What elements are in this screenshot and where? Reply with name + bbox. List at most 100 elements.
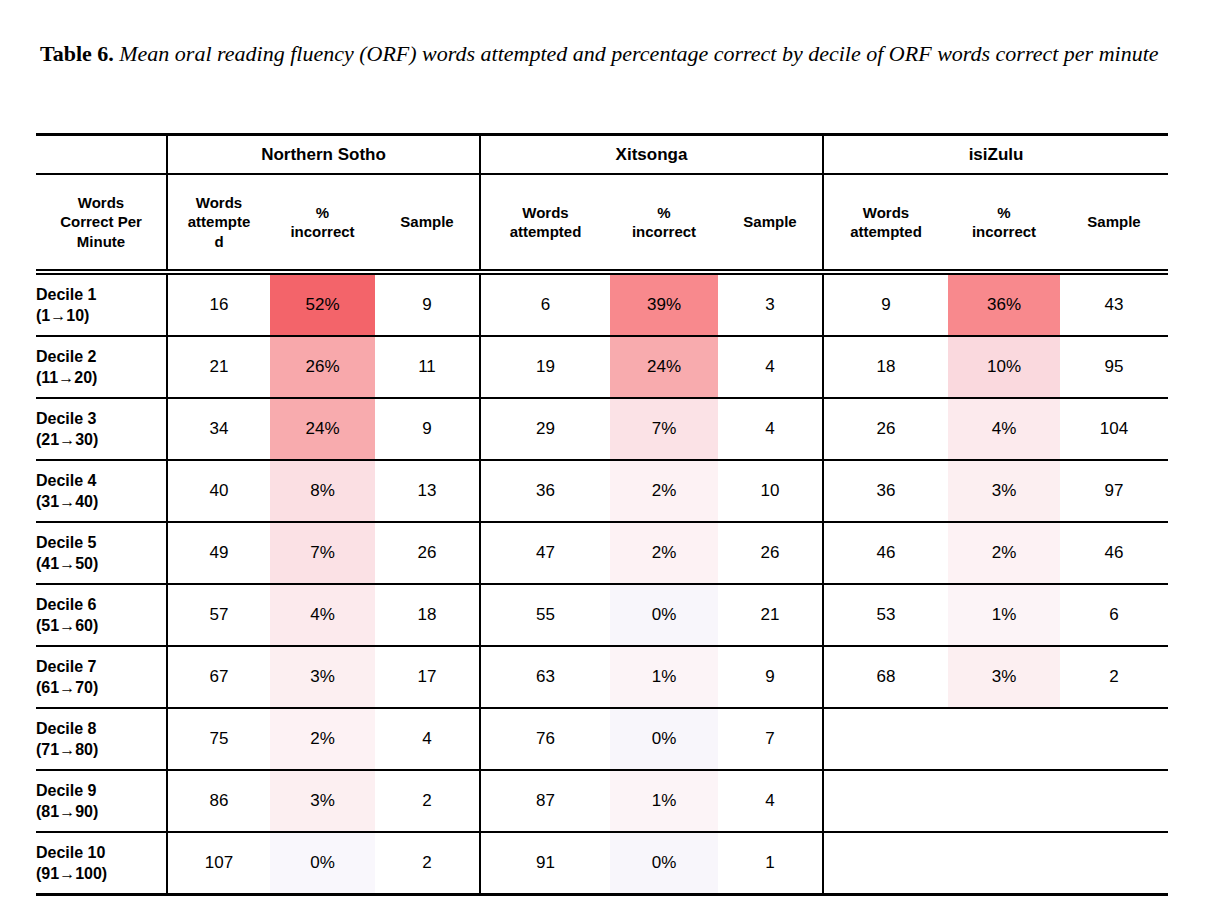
corner-empty-cell	[36, 135, 167, 175]
zu-words-cell: 53	[823, 584, 948, 646]
ns-words-cell: 107	[167, 832, 270, 895]
orf-decile-table: Northern Sotho Xitsonga isiZulu Words Co…	[36, 133, 1168, 896]
zu-words-cell: 36	[823, 460, 948, 522]
xi-pct-cell: 0%	[610, 708, 718, 770]
zu-sample-cell: 46	[1060, 522, 1168, 584]
row-header: Decile 4 (31→40)	[36, 460, 167, 522]
ns-pct-cell: 24%	[270, 398, 375, 460]
row-header: Decile 6 (51→60)	[36, 584, 167, 646]
decile-label: Decile 4	[36, 470, 166, 491]
decile-label: Decile 6	[36, 594, 166, 615]
xi-pct-cell: 24%	[610, 336, 718, 398]
decile-label: Decile 3	[36, 408, 166, 429]
xi-words-header: Words attempted	[480, 174, 610, 272]
xi-sample-cell: 1	[718, 832, 823, 895]
group-header-isizulu: isiZulu	[823, 135, 1168, 175]
row-header: Decile 9 (81→90)	[36, 770, 167, 832]
zu-pct-cell: 3%	[948, 460, 1060, 522]
table-caption-text: Mean oral reading fluency (ORF) words at…	[114, 41, 1159, 66]
zu-pct-cell: 1%	[948, 584, 1060, 646]
group-header-northern-sotho: Northern Sotho	[167, 135, 480, 175]
ns-pct-cell: 2%	[270, 708, 375, 770]
xi-words-cell: 63	[480, 646, 610, 708]
ns-pct-header: % incorrect	[270, 174, 375, 272]
xi-pct-cell: 0%	[610, 832, 718, 895]
xi-words-cell: 6	[480, 272, 610, 336]
ns-pct-cell: 4%	[270, 584, 375, 646]
decile-range: (61→70)	[36, 677, 166, 698]
zu-sample-cell	[1060, 708, 1168, 770]
zu-words-header: Words attempted	[823, 174, 948, 272]
table-row: Decile 1 (1→10) 16 52% 9 6 39% 3 9 36% 4…	[36, 272, 1168, 336]
zu-sample-cell: 6	[1060, 584, 1168, 646]
row-header: Decile 2 (11→20)	[36, 336, 167, 398]
xi-sample-header: Sample	[718, 174, 823, 272]
column-header-row: Words Correct Per Minute Words attempte …	[36, 174, 1168, 272]
decile-label: Decile 9	[36, 780, 166, 801]
table-row: Decile 7 (61→70) 67 3% 17 63 1% 9 68 3% …	[36, 646, 1168, 708]
xi-sample-cell: 9	[718, 646, 823, 708]
decile-range: (81→90)	[36, 801, 166, 822]
xi-sample-cell: 3	[718, 272, 823, 336]
xi-pct-cell: 1%	[610, 646, 718, 708]
ns-words-cell: 57	[167, 584, 270, 646]
zu-pct-cell: 4%	[948, 398, 1060, 460]
xi-words-cell: 91	[480, 832, 610, 895]
ns-pct-cell: 7%	[270, 522, 375, 584]
table-row: Decile 2 (11→20) 21 26% 11 19 24% 4 18 1…	[36, 336, 1168, 398]
ns-sample-cell: 11	[375, 336, 480, 398]
ns-sample-cell: 9	[375, 272, 480, 336]
ns-pct-cell: 26%	[270, 336, 375, 398]
ns-words-cell: 34	[167, 398, 270, 460]
decile-label: Decile 1	[36, 284, 166, 305]
ns-words-cell: 16	[167, 272, 270, 336]
decile-label: Decile 2	[36, 346, 166, 367]
xi-pct-header: % incorrect	[610, 174, 718, 272]
xi-pct-cell: 2%	[610, 460, 718, 522]
zu-sample-cell: 2	[1060, 646, 1168, 708]
row-header: Decile 5 (41→50)	[36, 522, 167, 584]
ns-sample-cell: 13	[375, 460, 480, 522]
xi-pct-cell: 7%	[610, 398, 718, 460]
zu-sample-header: Sample	[1060, 174, 1168, 272]
zu-sample-cell	[1060, 770, 1168, 832]
ns-words-cell: 40	[167, 460, 270, 522]
ns-words-cell: 67	[167, 646, 270, 708]
zu-pct-cell: 2%	[948, 522, 1060, 584]
xi-words-cell: 47	[480, 522, 610, 584]
decile-range: (1→10)	[36, 305, 166, 326]
table-row: Decile 10 (91→100) 107 0% 2 91 0% 1	[36, 832, 1168, 895]
zu-words-cell	[823, 770, 948, 832]
ns-sample-cell: 26	[375, 522, 480, 584]
ns-sample-cell: 9	[375, 398, 480, 460]
xi-pct-cell: 0%	[610, 584, 718, 646]
document-page: Table 6. Mean oral reading fluency (ORF)…	[0, 0, 1218, 904]
decile-label: Decile 7	[36, 656, 166, 677]
row-header: Decile 10 (91→100)	[36, 832, 167, 895]
ns-pct-cell: 8%	[270, 460, 375, 522]
ns-sample-cell: 2	[375, 770, 480, 832]
ns-pct-cell: 0%	[270, 832, 375, 895]
row-header: Decile 8 (71→80)	[36, 708, 167, 770]
ns-sample-cell: 2	[375, 832, 480, 895]
xi-pct-cell: 39%	[610, 272, 718, 336]
zu-pct-cell	[948, 832, 1060, 895]
zu-pct-header: % incorrect	[948, 174, 1060, 272]
language-header-row: Northern Sotho Xitsonga isiZulu	[36, 135, 1168, 175]
zu-words-cell: 9	[823, 272, 948, 336]
row-header: Decile 1 (1→10)	[36, 272, 167, 336]
xi-words-cell: 36	[480, 460, 610, 522]
zu-sample-cell: 104	[1060, 398, 1168, 460]
table-row: Decile 9 (81→90) 86 3% 2 87 1% 4	[36, 770, 1168, 832]
decile-range: (91→100)	[36, 863, 166, 884]
zu-pct-cell: 3%	[948, 646, 1060, 708]
ns-pct-cell: 3%	[270, 646, 375, 708]
xi-sample-cell: 21	[718, 584, 823, 646]
ns-words-cell: 21	[167, 336, 270, 398]
zu-pct-cell: 10%	[948, 336, 1060, 398]
xi-words-cell: 87	[480, 770, 610, 832]
decile-range: (21→30)	[36, 429, 166, 450]
xi-sample-cell: 4	[718, 336, 823, 398]
ns-sample-cell: 4	[375, 708, 480, 770]
zu-pct-cell	[948, 708, 1060, 770]
